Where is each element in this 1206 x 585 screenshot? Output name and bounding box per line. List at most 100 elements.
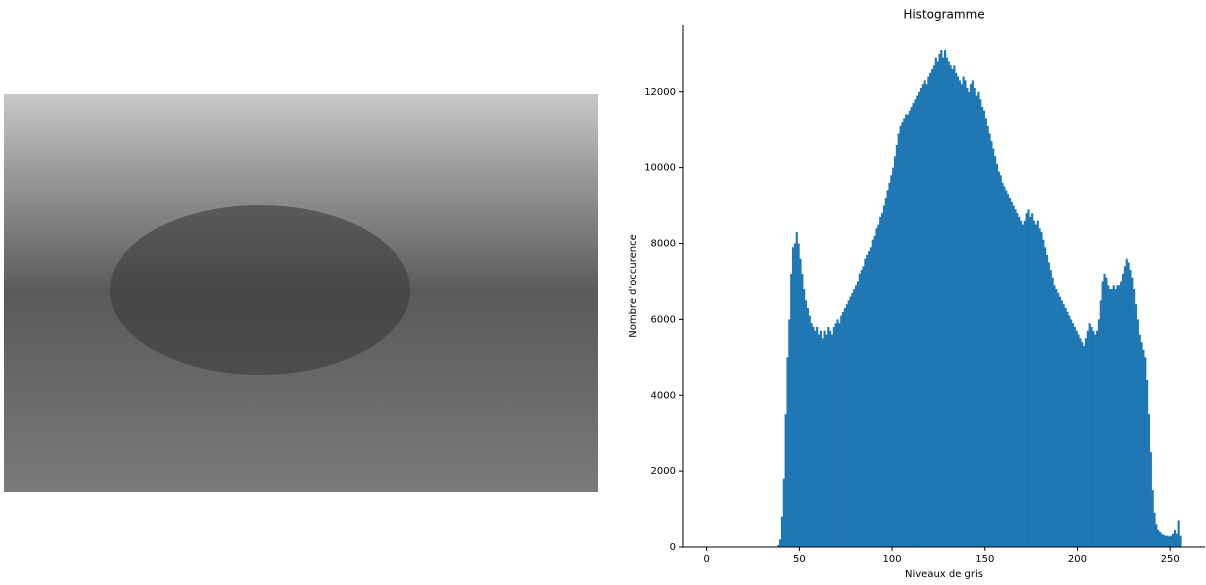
bar xyxy=(1112,285,1115,547)
bar xyxy=(1073,326,1076,547)
bar xyxy=(1144,357,1147,547)
bar xyxy=(893,156,897,547)
bar xyxy=(1014,209,1017,547)
bar xyxy=(1146,380,1149,547)
bar xyxy=(929,72,932,548)
bar xyxy=(1036,220,1039,547)
bar xyxy=(780,516,784,547)
bar xyxy=(788,319,791,547)
bar xyxy=(918,91,921,547)
bar xyxy=(1042,239,1045,547)
bar xyxy=(1149,452,1152,547)
bar xyxy=(955,72,958,548)
bar xyxy=(906,114,910,548)
bar xyxy=(888,182,891,547)
bar xyxy=(829,330,832,547)
bar xyxy=(925,84,928,547)
bar xyxy=(1097,319,1101,547)
bar xyxy=(1179,535,1182,547)
bar xyxy=(895,144,898,547)
bar xyxy=(834,323,837,547)
bar xyxy=(1032,220,1036,547)
bar xyxy=(843,308,847,547)
bar xyxy=(984,118,987,547)
bar xyxy=(1121,273,1125,547)
bar xyxy=(1038,228,1041,547)
bar xyxy=(988,133,991,548)
bar xyxy=(1029,216,1032,547)
y-tick-label: 6000 xyxy=(651,314,676,325)
bar xyxy=(1116,285,1119,547)
bar xyxy=(1142,349,1145,547)
bar xyxy=(973,87,976,547)
bar xyxy=(847,300,850,547)
bar xyxy=(958,80,961,547)
bar xyxy=(1127,262,1130,547)
bar xyxy=(842,311,845,547)
y-tick-label: 2000 xyxy=(651,466,676,477)
bar xyxy=(790,273,793,547)
bar xyxy=(923,80,926,547)
bar xyxy=(1016,213,1019,548)
bar xyxy=(1010,201,1013,547)
bar xyxy=(1123,266,1126,547)
bar xyxy=(1088,323,1091,547)
bar xyxy=(1034,224,1037,547)
bar xyxy=(793,243,797,547)
bar xyxy=(1049,270,1052,547)
bar xyxy=(864,258,867,547)
bar xyxy=(877,224,880,547)
bar xyxy=(836,319,839,547)
bar xyxy=(879,216,882,547)
bar xyxy=(1105,277,1108,547)
bar xyxy=(1155,524,1158,547)
y-tick-label: 8000 xyxy=(651,239,676,250)
bar xyxy=(827,326,830,547)
bar xyxy=(871,239,874,547)
bar xyxy=(1118,285,1121,547)
x-tick-label: 200 xyxy=(1068,554,1087,565)
bar xyxy=(1175,533,1178,547)
bar xyxy=(849,296,852,547)
bar xyxy=(971,80,974,547)
bar xyxy=(1157,529,1160,547)
bar xyxy=(1057,292,1060,547)
bar xyxy=(914,99,917,548)
bar xyxy=(1071,323,1075,547)
bar xyxy=(1058,296,1062,547)
bar xyxy=(1140,342,1143,547)
bar xyxy=(806,308,809,547)
bar xyxy=(858,273,861,547)
bar xyxy=(990,141,993,548)
bar xyxy=(977,91,980,547)
bar xyxy=(938,53,941,548)
bar xyxy=(851,292,854,547)
bar xyxy=(1023,220,1026,547)
bar xyxy=(1159,531,1162,547)
x-tick-label: 50 xyxy=(793,554,806,565)
bar xyxy=(1075,330,1078,547)
bar xyxy=(892,167,895,548)
bar xyxy=(1092,330,1095,547)
bar xyxy=(1003,186,1006,548)
bar xyxy=(1129,270,1132,547)
bar xyxy=(1060,300,1063,547)
bar xyxy=(866,254,869,547)
bar xyxy=(779,539,782,547)
bar xyxy=(1062,304,1065,547)
bar xyxy=(1170,535,1173,547)
bar xyxy=(910,106,913,547)
bar xyxy=(856,281,860,547)
bar xyxy=(899,125,902,547)
bar xyxy=(1084,338,1088,547)
bar xyxy=(1177,520,1180,547)
photo-subject xyxy=(110,205,410,375)
bar xyxy=(936,61,939,547)
x-tick-label: 250 xyxy=(1161,554,1180,565)
bar xyxy=(903,118,906,547)
bar xyxy=(880,213,884,548)
bar xyxy=(801,273,804,547)
bar xyxy=(960,84,963,547)
bar xyxy=(884,197,887,547)
y-axis-label: Nombre d'occurence xyxy=(628,234,639,338)
